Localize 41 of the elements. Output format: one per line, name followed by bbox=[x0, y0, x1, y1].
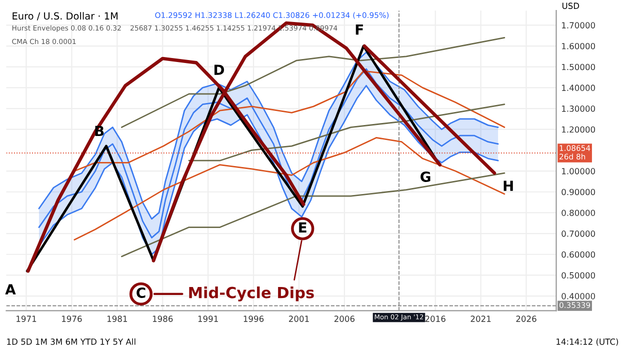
annotation: E bbox=[299, 222, 306, 233]
y-tick-label: 0.40000 bbox=[562, 293, 596, 300]
y-tick-label: 0.70000 bbox=[562, 230, 596, 237]
x-tick-label: 1981 bbox=[107, 316, 127, 322]
y-tick-label: 0.90000 bbox=[562, 188, 596, 196]
text: 14:14:12 (UTC) bbox=[556, 338, 618, 346]
y-tick-label: 1.20000 bbox=[562, 126, 596, 133]
annotation: C bbox=[136, 287, 146, 298]
x-tick-label: 2016 bbox=[425, 316, 446, 322]
line-series bbox=[121, 36, 506, 128]
y-tick-label: 1.00000 bbox=[562, 168, 596, 174]
annotation: H bbox=[504, 180, 513, 191]
y-axis-title: USD bbox=[562, 2, 580, 9]
x-tick-label: 1971 bbox=[16, 316, 36, 322]
annotation: A bbox=[5, 284, 16, 294]
y-tick-label: 1.30000 bbox=[562, 106, 596, 112]
x-tick-label: 2001 bbox=[288, 316, 309, 322]
y-tick-label: 0.60000 bbox=[562, 251, 596, 258]
annotation: F bbox=[356, 24, 363, 35]
x-tick-label: 1986 bbox=[152, 316, 173, 322]
x-tick-label: 1991 bbox=[198, 316, 218, 322]
chart-title: Euro / U.S. Dollar · 1M bbox=[12, 12, 118, 20]
line-series bbox=[38, 52, 499, 220]
y-tick-label: 1.70000 bbox=[562, 22, 596, 28]
line-series bbox=[74, 137, 506, 240]
y-tick-label: 1.40000 bbox=[562, 84, 596, 91]
annotation: Mid-Cycle Dips bbox=[189, 286, 314, 302]
line-series bbox=[188, 104, 506, 162]
line-series bbox=[121, 172, 506, 258]
x-tick-label: 2021 bbox=[470, 316, 491, 322]
text: 1D 5D 1M 3M 6M YTD 1Y 5Y All bbox=[7, 338, 136, 345]
y-tick-label: 1.60000 bbox=[562, 42, 596, 50]
y-tick-label: 1.50000 bbox=[562, 64, 596, 70]
y-tick-label: 0.80000 bbox=[562, 210, 596, 216]
x-tick-label: 2006 bbox=[334, 316, 355, 322]
annotation: G bbox=[420, 172, 430, 182]
annotation: D bbox=[214, 64, 224, 75]
y-tick-label: 0.50000 bbox=[562, 272, 596, 278]
x-tick-label: 2026 bbox=[516, 316, 536, 322]
x-tick-label: 1976 bbox=[62, 316, 82, 322]
x-tick-label: 1996 bbox=[244, 316, 264, 322]
